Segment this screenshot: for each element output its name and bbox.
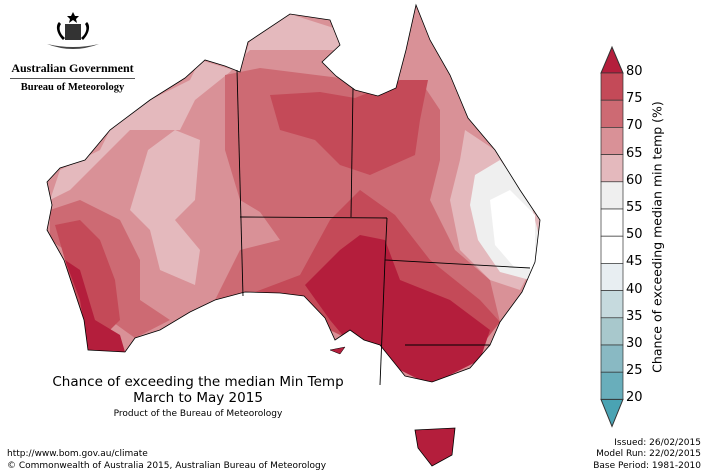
colorbar-tick-label: 70	[626, 118, 643, 134]
colorbar-tick-label: 60	[626, 172, 643, 188]
tasmania	[414, 427, 456, 467]
colorbar-tick-label: 30	[626, 336, 643, 351]
colorbar	[600, 45, 624, 428]
issued-date: Issued: 26/02/2015	[614, 438, 701, 448]
colorbar-tick-label: 40	[626, 281, 643, 297]
colorbar-bin-55_60	[600, 181, 624, 210]
colorbar-bin-30_35	[600, 317, 624, 346]
colorbar-tick-label: 50	[626, 227, 643, 243]
colorbar-tick-label: 65	[626, 145, 643, 161]
australia-map	[46, 4, 541, 467]
colorbar-bin-40_45	[600, 263, 624, 291]
title-product: Product of the Bureau of Meteorology	[113, 409, 283, 419]
region-75-80-sw	[55, 220, 120, 340]
region-50-55	[490, 190, 535, 270]
bom-logo: Australian Government Bureau of Meteorol…	[10, 10, 135, 93]
colorbar-bin-25_30	[600, 344, 624, 373]
colorbar-bin-75_80	[600, 72, 624, 101]
footer-copyright: © Commonwealth of Australia 2015, Austra…	[7, 461, 327, 471]
colorbar-bin-65_70	[600, 127, 624, 155]
colorbar-bin-60_65	[600, 154, 624, 183]
colorbar-tick-label: 55	[626, 200, 643, 215]
region-80-plus-southeast	[305, 235, 490, 382]
bureau-label: Bureau of Meteorology	[20, 82, 125, 93]
footer-url[interactable]: http://www.bom.gov.au/climate	[7, 449, 148, 459]
colorbar-tick-label: 20	[626, 390, 643, 406]
government-label: Australian Government	[10, 61, 135, 79]
colorbar-bin-50_55	[600, 208, 624, 237]
colorbar-tick-label: 45	[626, 254, 643, 270]
colorbar-arrow-max	[600, 45, 624, 74]
region-60-65-north	[50, 14, 340, 200]
colorbar-tick-label: 35	[626, 308, 643, 324]
model-run-date: Model Run: 22/02/2015	[596, 449, 701, 459]
colorbar-bin-70_75	[600, 99, 624, 128]
region-75-80-north	[270, 80, 428, 175]
kangaroo-island	[329, 346, 346, 355]
colorbar-arrow-min	[600, 398, 624, 428]
map-title: Chance of exceeding the median Min Temp …	[20, 374, 376, 419]
colorbar-title: Chance of exceeding median min temp (%)	[649, 101, 665, 373]
colorbar-tick-label: 80	[626, 64, 643, 79]
colorbar-bin-20_25	[600, 371, 624, 400]
region-60-65-wa	[130, 130, 200, 285]
colorbar-bin-35_40	[600, 290, 624, 319]
colorbar-bin-45_50	[600, 235, 624, 264]
title-period: March to May 2015	[133, 390, 263, 406]
colorbar-tick-label: 25	[626, 363, 643, 379]
title-line1: Chance of exceeding the median Min Temp	[52, 374, 344, 390]
region-80-plus-sw	[65, 260, 125, 352]
coat-of-arms-icon	[46, 12, 99, 49]
colorbar-tick-label: 75	[626, 91, 643, 107]
state-borders	[236, 69, 531, 386]
base-period: Base Period: 1981-2010	[593, 461, 701, 471]
